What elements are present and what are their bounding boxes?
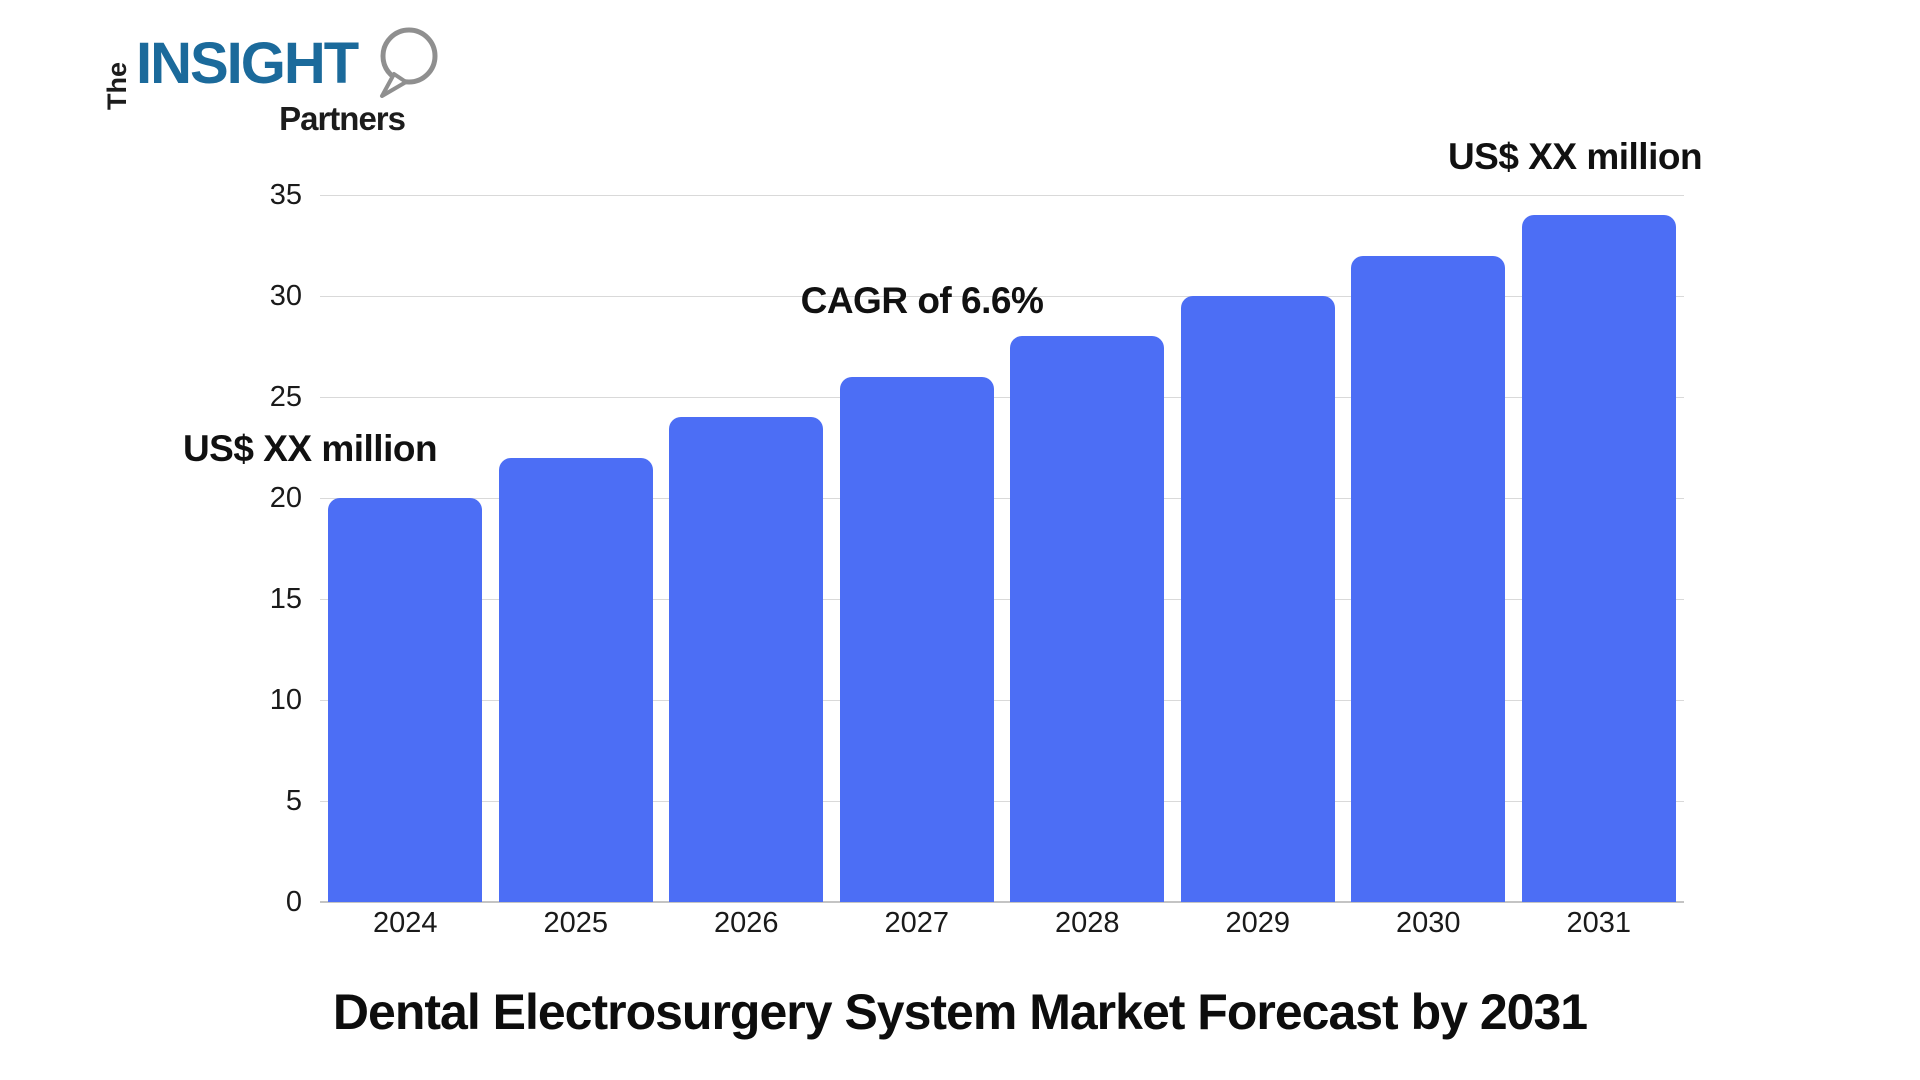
bar-2024 — [328, 498, 483, 902]
chart-title: Dental Electrosurgery System Market Fore… — [332, 984, 1588, 1040]
annotation-cagr: CAGR of 6.6% — [800, 280, 1044, 321]
bar-2028 — [1010, 336, 1165, 902]
bar-2030 — [1351, 255, 1506, 902]
gridline — [320, 800, 1684, 802]
x-axis-tick-label: 2024 — [372, 907, 438, 939]
x-axis-tick-label: 2031 — [1566, 907, 1631, 939]
annotation-value-2024: US$ XX million — [182, 428, 438, 469]
gridline — [320, 497, 1684, 499]
bar-2031 — [1521, 215, 1676, 902]
x-axis-tick-label: 2030 — [1395, 907, 1461, 939]
y-axis-tick-label: 35 — [269, 179, 302, 211]
y-axis-tick-label: 25 — [269, 381, 302, 413]
x-axis-tick-label: 2026 — [713, 907, 779, 939]
gridline — [320, 598, 1684, 600]
annotation-value-2031: US$ XX million — [1447, 136, 1703, 177]
gridline — [320, 194, 1684, 196]
gridline — [320, 699, 1684, 701]
x-axis-tick-label: 2028 — [1054, 907, 1120, 939]
x-axis-tick-label: 2027 — [884, 907, 949, 939]
y-axis-tick-label: 30 — [269, 280, 302, 312]
x-axis-tick-label: 2029 — [1225, 907, 1290, 939]
bar-2025 — [498, 457, 653, 902]
gridline — [320, 396, 1684, 398]
magnifier-icon — [380, 27, 438, 98]
insight-partners-logo: The INSIGHT Partners — [100, 27, 445, 143]
y-axis-tick-label: 0 — [285, 886, 302, 918]
logo-word-the: The — [102, 61, 132, 110]
y-axis-tick-label: 10 — [269, 684, 302, 716]
bar-2026 — [669, 417, 824, 902]
y-axis-tick-label: 20 — [269, 482, 302, 514]
y-axis-tick-label: 15 — [269, 583, 302, 615]
logo-word-partners: Partners — [279, 100, 406, 137]
logo-word-insight: INSIGHT — [136, 31, 359, 96]
x-axis-baseline — [320, 901, 1684, 903]
x-axis-tick-label: 2025 — [543, 907, 608, 939]
bar-2027 — [839, 376, 994, 902]
y-axis-tick-label: 5 — [285, 785, 302, 817]
bar-2029 — [1180, 296, 1335, 902]
gridline — [320, 295, 1684, 297]
